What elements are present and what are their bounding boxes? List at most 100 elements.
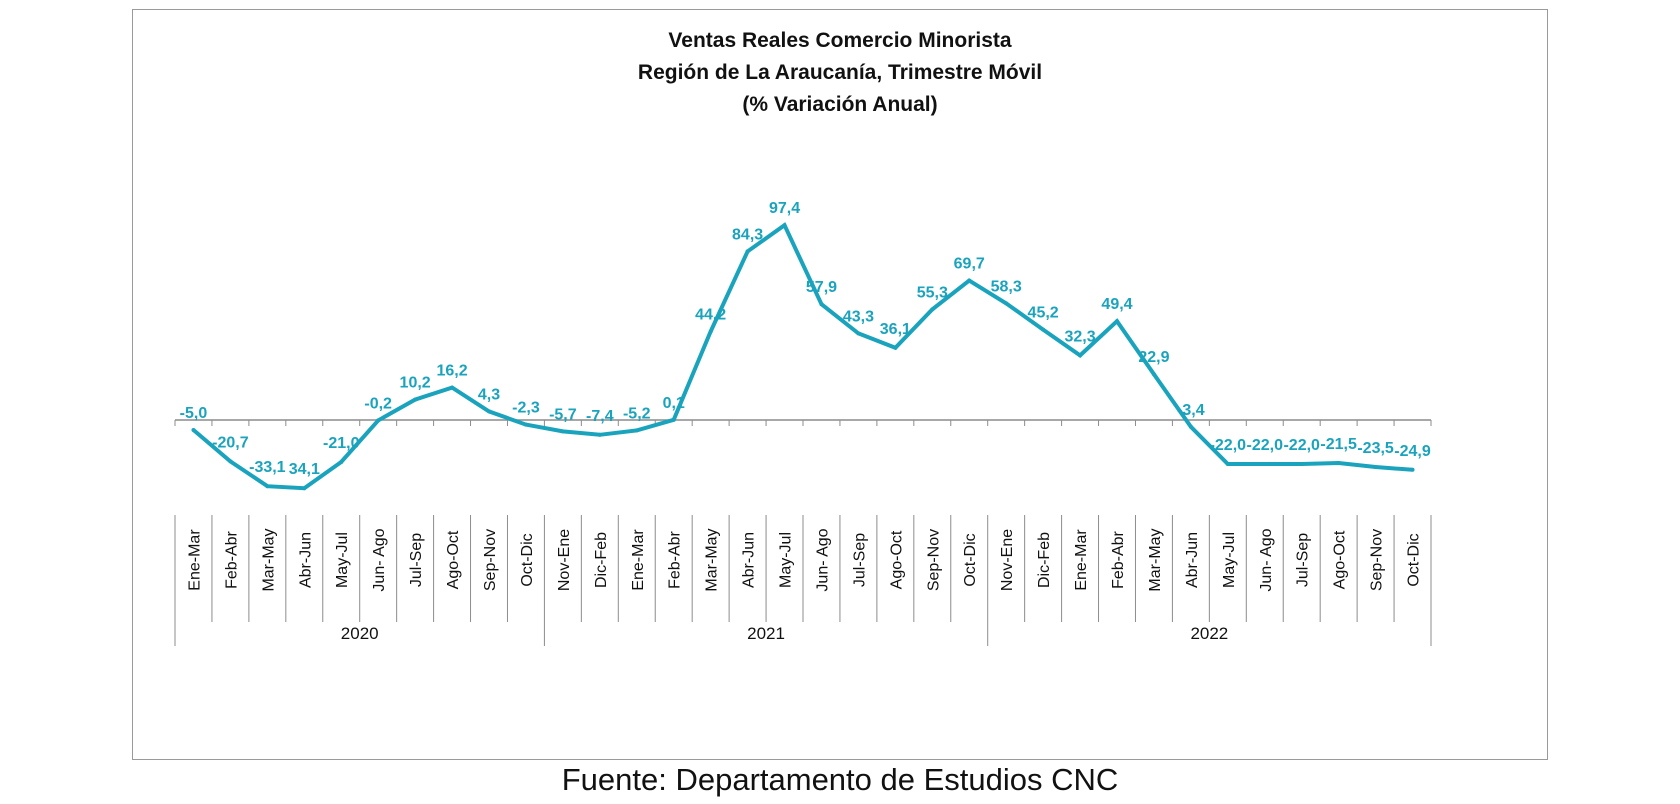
chart-title-line-1: Ventas Reales Comercio Minorista (132, 29, 1548, 53)
category-tick-label: Ene-Mar (630, 529, 647, 591)
category-tick-label: Ago-Oct (888, 530, 905, 589)
data-label: 44,2 (695, 307, 726, 324)
data-label: 69,7 (954, 256, 985, 273)
category-tick-label: May-Jul (1221, 532, 1238, 588)
chart-svg: Ene-Mar Feb-Abr Mar-May Abr-Jun May-Jul Jun- … (133, 10, 1546, 758)
data-point (1004, 301, 1008, 305)
data-label: -22,0 (1247, 437, 1284, 454)
data-point (856, 331, 860, 335)
data-point (524, 423, 528, 427)
category-tick-label: Abr-Jun (741, 532, 758, 588)
data-point (1189, 425, 1193, 429)
data-label: 49,4 (1101, 296, 1132, 313)
data-point (1263, 462, 1267, 466)
year-label: 2020 (341, 624, 379, 643)
category-tick-label: Ene-Mar (186, 529, 203, 591)
data-point (1300, 462, 1304, 466)
data-label: -5,0 (180, 405, 208, 422)
data-point (228, 459, 232, 463)
category-tick-label: Sep-Nov (1369, 529, 1386, 591)
category-tick-label: Mar-May (704, 528, 721, 591)
chart-title-line-2: Región de La Araucanía, Trimestre Móvil (132, 61, 1548, 85)
data-point (709, 330, 713, 334)
category-tick-label: Oct-Dic (519, 533, 536, 586)
data-label: -24,9 (1394, 443, 1431, 460)
category-tick-label: Feb-Abr (1110, 530, 1127, 588)
year-label: 2022 (1190, 624, 1228, 643)
category-tick-label: Mar-May (260, 528, 277, 591)
data-label: 55,3 (917, 284, 948, 301)
data-label: 34,1 (289, 461, 320, 478)
category-tick-label: Jun- Ago (371, 528, 388, 591)
data-point (598, 433, 602, 437)
data-label: -33,1 (249, 459, 286, 476)
data-label: 43,3 (843, 308, 874, 325)
data-point (487, 409, 491, 413)
category-tick-label: Oct-Dic (962, 533, 979, 586)
category-tick-label: Sep-Nov (925, 529, 942, 591)
data-point (1374, 465, 1378, 469)
data-point (1152, 372, 1156, 376)
data-label: 22,9 (1138, 349, 1169, 366)
data-point (265, 484, 269, 488)
data-point (1078, 353, 1082, 357)
chart-title-line-3: (% Variación Anual) (132, 93, 1548, 117)
data-point (672, 418, 676, 422)
category-tick-label: Nov-Ene (556, 529, 573, 591)
data-point (967, 279, 971, 283)
data-point (1411, 468, 1415, 472)
category-tick-label: Dic-Feb (593, 532, 610, 588)
data-point (1041, 328, 1045, 332)
data-label: 97,4 (769, 200, 800, 217)
data-label: 36,1 (880, 321, 911, 338)
data-label: 0,1 (663, 395, 685, 412)
data-label: 10,2 (400, 375, 431, 392)
category-tick-label: Jul-Sep (1295, 533, 1312, 587)
data-label: -3,4 (1177, 402, 1205, 419)
data-label: 57,9 (806, 279, 837, 296)
category-tick-label: Oct-Dic (1406, 533, 1423, 586)
category-tick-label: Jul-Sep (408, 533, 425, 587)
data-label: 58,3 (991, 278, 1022, 295)
data-label: -21,0 (323, 435, 360, 452)
data-label: -23,5 (1357, 440, 1394, 457)
data-point (413, 398, 417, 402)
data-label: -2,3 (512, 400, 540, 417)
category-tick-label: Abr-Jun (1184, 532, 1201, 588)
data-point (1337, 461, 1341, 465)
data-point (450, 386, 454, 390)
source-note: Fuente: Departamento de Estudios CNC (0, 762, 1680, 798)
category-tick-label: Ago-Oct (1332, 530, 1349, 589)
data-label: -22,0 (1283, 437, 1320, 454)
year-label: 2021 (747, 624, 785, 643)
category-tick-label: Feb-Abr (667, 530, 684, 588)
data-point (1226, 462, 1230, 466)
category-tick-label: Jun- Ago (814, 528, 831, 591)
data-label: -5,7 (549, 406, 577, 423)
category-tick-label: Abr-Jun (297, 532, 314, 588)
category-tick-label: Nov-Ene (999, 529, 1016, 591)
category-tick-label: Jul-Sep (851, 533, 868, 587)
data-point (783, 223, 787, 227)
data-label: -0,2 (364, 395, 392, 412)
data-point (302, 486, 306, 490)
chart-frame: Ene-Mar Feb-Abr Mar-May Abr-Jun May-Jul Jun- … (132, 9, 1548, 760)
category-tick-label: Jun- Ago (1258, 528, 1275, 591)
category-tick-label: Dic-Feb (1036, 532, 1053, 588)
category-tick-label: Ago-Oct (445, 530, 462, 589)
category-tick-label: May-Jul (778, 532, 795, 588)
data-label: -21,5 (1320, 436, 1357, 453)
data-point (376, 418, 380, 422)
data-point (561, 429, 565, 433)
category-tick-label: Feb-Abr (223, 530, 240, 588)
data-point (191, 428, 195, 432)
data-label: 84,3 (732, 226, 763, 243)
data-point (635, 428, 639, 432)
data-label: 32,3 (1064, 328, 1095, 345)
data-point (339, 460, 343, 464)
data-point (819, 302, 823, 306)
data-label: -7,4 (586, 408, 614, 425)
data-label: 4,3 (478, 386, 500, 403)
data-label: -20,7 (212, 434, 249, 451)
data-point (930, 307, 934, 311)
